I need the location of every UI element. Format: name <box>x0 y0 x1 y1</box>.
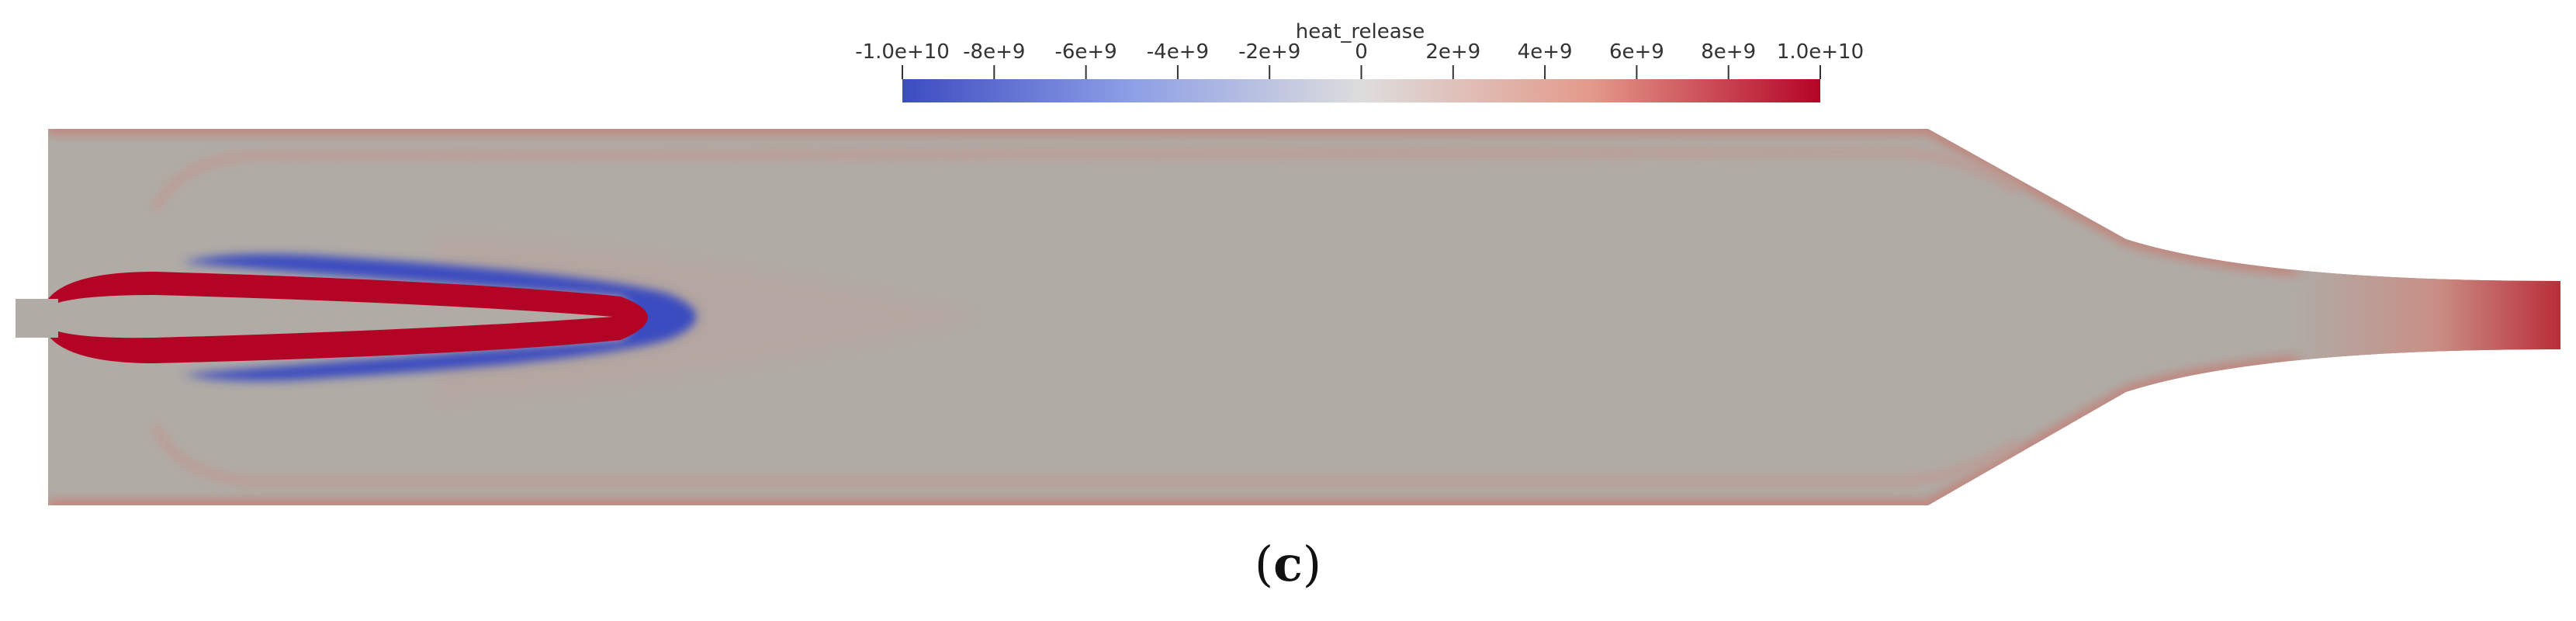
colorbar: heat_release -1.0e+10 -8e+9 -6e+9 -4e+9 -2e+… <box>855 20 1864 102</box>
colorbar-tick-label: -1.0e+10 <box>855 40 950 64</box>
flame-negative-zone <box>182 254 697 381</box>
colorbar-tick-label: 1.0e+10 <box>1777 40 1864 64</box>
colorbar-tick-label: 0 <box>1355 40 1368 64</box>
colorbar-tick-labels: -1.0e+10 -8e+9 -6e+9 -4e+9 -2e+9 0 2e+9 4e+9 6e+… <box>855 40 1864 64</box>
flame-core <box>48 295 613 338</box>
colorbar-tick-label: 4e+9 <box>1518 40 1573 64</box>
downstream-plume <box>435 233 985 404</box>
colorbar-tick-label: -6e+9 <box>1054 40 1117 64</box>
bottom-inner-band <box>151 423 2020 486</box>
colorbar-gradient <box>902 79 1820 102</box>
colorbar-tick-label: 2e+9 <box>1425 40 1480 64</box>
colorbar-tick-label: -2e+9 <box>1238 40 1300 64</box>
colorbar-tick-label: -8e+9 <box>963 40 1025 64</box>
top-inner-band <box>151 147 2020 212</box>
colorbar-tick-label: -4e+9 <box>1147 40 1209 64</box>
colorbar-ticks <box>902 65 1821 79</box>
colorbar-title: heat_release <box>1296 20 1425 43</box>
flame <box>16 254 697 381</box>
inlet-nozzle <box>16 299 58 338</box>
panel-caption: (c) <box>1254 536 1322 592</box>
outlet-heat-region <box>2297 256 2560 373</box>
colorbar-tick-label: 6e+9 <box>1609 40 1664 64</box>
colorbar-tick-label: 8e+9 <box>1701 40 1756 64</box>
